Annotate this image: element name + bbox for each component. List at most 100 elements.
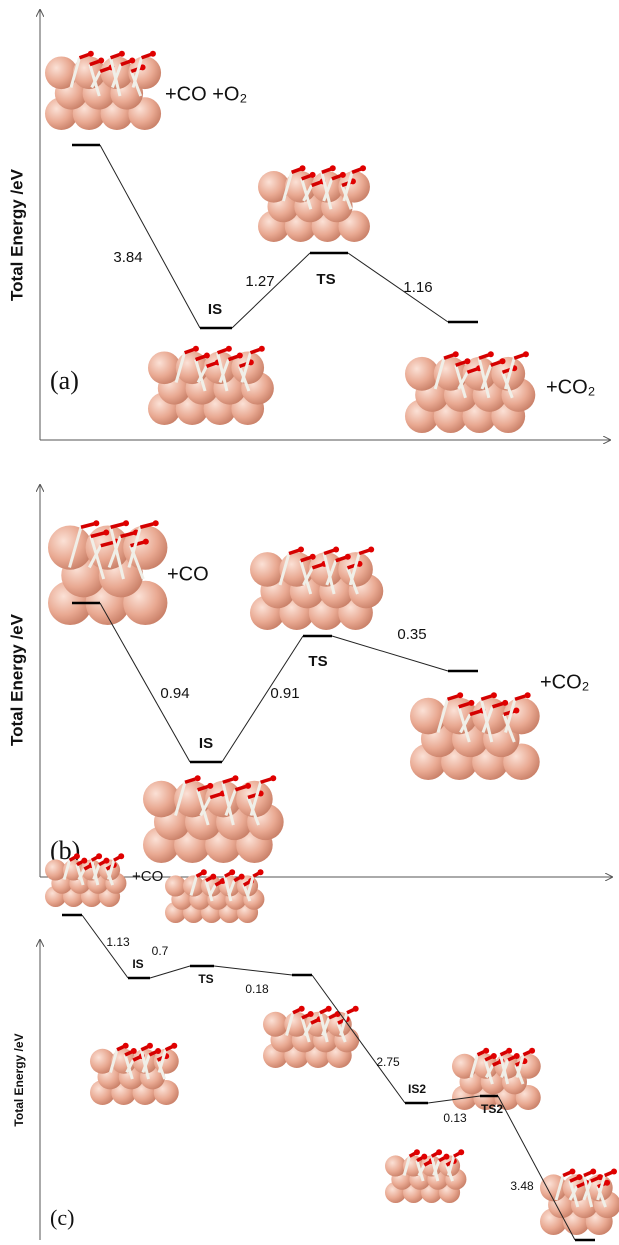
oxygen-atom [457, 692, 463, 698]
oxygen-atom [353, 1006, 359, 1012]
oxygen-atom [103, 529, 109, 535]
state-label: IS [208, 301, 222, 318]
energy-connector [348, 253, 448, 322]
panel-label: (c) [50, 1205, 74, 1230]
oxygen-atom [513, 707, 519, 713]
oxygen-atom [345, 554, 351, 560]
barrier-label: 0.18 [245, 982, 269, 996]
energy-connector [214, 966, 292, 975]
oxygen-atom [210, 874, 216, 880]
barrier-label: 3.48 [510, 1179, 534, 1193]
species-label: +CO₂ [540, 671, 589, 693]
oxygen-atom [611, 1169, 617, 1175]
barrier-label: 0.94 [160, 685, 189, 702]
oxygen-atom [414, 1149, 420, 1155]
oxygen-atom [270, 775, 276, 781]
state-label: TS2 [481, 1102, 503, 1116]
oxygen-atom [195, 775, 201, 781]
oxygen-atom [88, 51, 94, 57]
barrier-label: 1.27 [245, 273, 274, 290]
oxygen-atom [129, 58, 135, 64]
oxygen-atom [118, 853, 124, 859]
oxygen-atom [569, 1169, 575, 1175]
oxygen-atom [326, 1006, 332, 1012]
surface-atom [165, 875, 186, 896]
oxygen-atom [529, 1048, 535, 1054]
oxygen-atom [258, 869, 264, 875]
barrier-label: 0.13 [443, 1111, 467, 1125]
energy-connector [498, 1096, 575, 1240]
oxygen-atom [436, 1149, 442, 1155]
surface-structure-image [250, 547, 383, 631]
energy-diagram-figure: Total Energy /eV(a)ISTS3.841.271.16+CO +… [0, 0, 619, 1245]
oxygen-atom [259, 346, 265, 352]
oxygen-atom [464, 358, 470, 364]
oxygen-atom [119, 51, 125, 57]
oxygen-atom [330, 165, 336, 171]
state-label: IS [199, 735, 213, 752]
oxygen-atom [207, 783, 213, 789]
oxygen-atom [340, 172, 346, 178]
surface-structure-image [90, 1043, 179, 1105]
surface-structure-image [263, 1006, 359, 1068]
oxygen-atom [523, 351, 529, 357]
species-label: +CO₂ [546, 376, 595, 398]
state-label: TS [308, 653, 327, 670]
surface-structure-image [405, 351, 535, 433]
oxygen-atom [333, 547, 339, 553]
oxygen-atom [468, 700, 474, 706]
oxygen-atom [506, 1048, 512, 1054]
surface-structure-image [410, 692, 540, 780]
oxygen-atom [491, 1053, 497, 1059]
energy-connector [232, 253, 310, 328]
species-label: +CO [167, 563, 209, 585]
oxygen-atom [193, 346, 199, 352]
energy-connector [332, 636, 448, 671]
oxygen-atom [604, 1180, 610, 1186]
species-label: +CO [132, 868, 163, 885]
oxygen-atom [443, 1154, 449, 1160]
energy-connector [100, 145, 200, 328]
barrier-label: 1.13 [106, 935, 130, 949]
oxygen-atom [81, 858, 87, 864]
barrier-label: 1.16 [403, 279, 432, 296]
surface-atom [143, 781, 180, 818]
surface-atom [250, 552, 285, 587]
surface-structure-image [540, 1169, 619, 1236]
surface-structure-image [45, 51, 161, 130]
oxygen-atom [453, 351, 459, 357]
oxygen-atom [421, 1154, 427, 1160]
oxygen-atom [500, 358, 506, 364]
oxygen-atom [147, 1043, 153, 1049]
energy-connector [100, 603, 190, 762]
state-label: TS [198, 972, 213, 986]
oxygen-atom [590, 1169, 596, 1175]
oxygen-atom [368, 547, 374, 553]
oxygen-atom [98, 58, 104, 64]
barrier-label: 2.75 [376, 1055, 400, 1069]
oxygen-atom [525, 692, 531, 698]
oxygen-atom [360, 165, 366, 171]
surface-structure-image [45, 853, 126, 907]
oxygen-atom [232, 775, 238, 781]
y-axis-label: Total Energy /eV [7, 613, 26, 746]
oxygen-atom [514, 1053, 520, 1059]
barrier-label: 0.91 [270, 685, 299, 702]
state-label: IS2 [408, 1082, 426, 1096]
oxygen-atom [458, 1149, 464, 1155]
surface-structure-image [48, 520, 167, 625]
barrier-label: 0.35 [397, 626, 426, 643]
panel-label: (a) [50, 366, 79, 395]
oxygen-atom [229, 869, 235, 875]
oxygen-atom [171, 1043, 177, 1049]
oxygen-atom [299, 1006, 305, 1012]
state-label: TS [316, 271, 335, 288]
oxygen-atom [298, 547, 304, 553]
oxygen-atom [300, 165, 306, 171]
surface-structure-image [385, 1149, 466, 1203]
oxygen-atom [239, 874, 245, 880]
oxygen-atom [491, 692, 497, 698]
state-label: IS [132, 957, 143, 971]
surface-structure-image [165, 869, 264, 923]
oxygen-atom [153, 520, 159, 526]
